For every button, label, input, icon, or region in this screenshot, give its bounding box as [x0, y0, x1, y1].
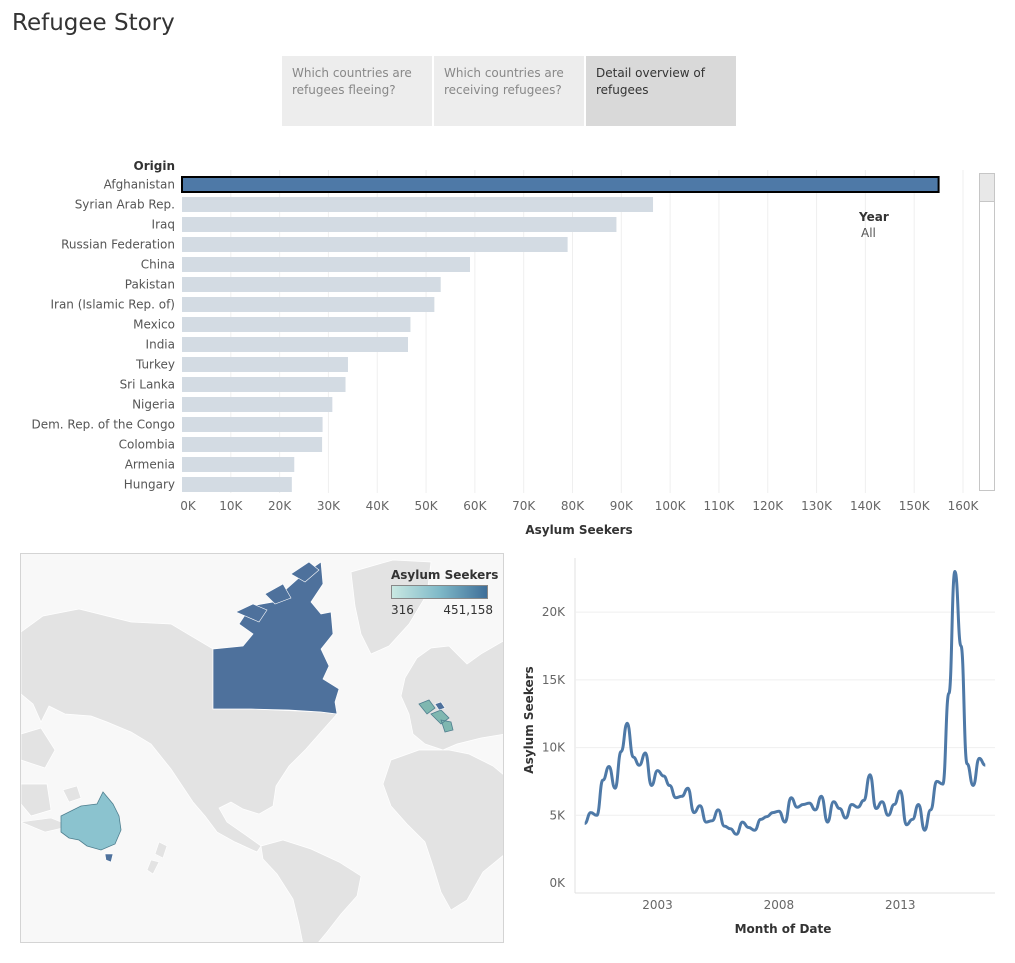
map-land-africa[interactable]: [382, 749, 504, 911]
bar-china[interactable]: [182, 257, 470, 272]
bar-category-label[interactable]: Armenia: [125, 458, 175, 472]
bar-x-tick-label: 50K: [414, 499, 438, 513]
bar-nigeria[interactable]: [182, 397, 333, 412]
bar-chart-origin: Origin Afghanistan Syrian Arab Rep. Iraq Rus…: [31, 159, 980, 537]
bar-turkey[interactable]: [182, 357, 348, 372]
bar-category-label[interactable]: Mexico: [133, 318, 175, 332]
bar-x-tick-label: 20K: [268, 499, 292, 513]
bar-mexico[interactable]: [182, 317, 411, 332]
map-land-asia[interactable]: [21, 727, 56, 817]
line-y-tick-label: 5K: [549, 808, 566, 822]
bar-category-label[interactable]: India: [146, 338, 175, 352]
bar-x-tick-label: 80K: [561, 499, 585, 513]
bar-x-tick-label: 10K: [219, 499, 243, 513]
bar-category-label[interactable]: Syrian Arab Rep.: [75, 198, 175, 212]
bar-russian-federation[interactable]: [182, 237, 568, 252]
bar-category-label[interactable]: Hungary: [124, 478, 175, 492]
story-navigation: Which countries are refugees fleeing? Wh…: [282, 56, 736, 126]
map-region-canada[interactable]: [212, 561, 340, 715]
map-legend-min: 316: [391, 603, 414, 617]
line-y-tick-label: 10K: [542, 741, 566, 755]
bar-chart-scrollbar[interactable]: [979, 173, 995, 491]
line-series-asylum-seekers[interactable]: [584, 570, 986, 836]
dashboard-title: Refugee Story: [12, 10, 175, 36]
bar-x-tick-label: 70K: [512, 499, 536, 513]
bar-colombia[interactable]: [182, 437, 323, 452]
line-x-tick-label: 2008: [764, 898, 795, 912]
story-tab-detail-overview[interactable]: Detail overview of refugees: [586, 56, 736, 126]
bar-x-tick-label: 150K: [899, 499, 931, 513]
bar-category-label[interactable]: Afghanistan: [104, 178, 175, 192]
line-x-tick-label: 2003: [642, 898, 673, 912]
bar-category-label[interactable]: China: [141, 258, 175, 272]
bar-dem-rep-of-the-congo[interactable]: [182, 417, 323, 432]
map-region-europe-selected[interactable]: [418, 699, 454, 733]
bar-iran-islamic-rep-of-[interactable]: [182, 297, 435, 312]
map-land-south-america[interactable]: [260, 839, 362, 943]
bar-x-tick-label: 30K: [317, 499, 341, 513]
bar-x-tick-label: 120K: [752, 499, 784, 513]
bar-x-tick-label: 0K: [180, 499, 197, 513]
map-land-new-zealand[interactable]: [146, 841, 168, 875]
story-tab-receiving[interactable]: Which countries are receiving refugees?: [434, 56, 584, 126]
bar-category-label[interactable]: Colombia: [119, 438, 175, 452]
map-legend: Asylum Seekers 316 451,158: [391, 568, 498, 617]
line-y-axis-title: Asylum Seekers: [522, 666, 536, 773]
line-x-axis-title: Month of Date: [735, 922, 832, 936]
bar-category-header: Origin: [134, 159, 175, 173]
line-y-tick-label: 0K: [549, 876, 566, 890]
bar-category-label[interactable]: Turkey: [135, 358, 175, 372]
line-x-tick-label: 2013: [885, 898, 916, 912]
line-y-tick-label: 20K: [542, 605, 566, 619]
year-filter-label: Year: [859, 210, 889, 224]
bar-sri-lanka[interactable]: [182, 377, 346, 392]
year-filter-value[interactable]: All: [861, 226, 876, 240]
map-legend-title: Asylum Seekers: [391, 568, 499, 582]
bar-x-tick-label: 110K: [704, 499, 736, 513]
bar-category-label[interactable]: Pakistan: [125, 278, 175, 292]
bar-category-label[interactable]: Dem. Rep. of the Congo: [31, 418, 175, 432]
bar-x-tick-label: 40K: [366, 499, 390, 513]
map-region-tasmania[interactable]: [104, 853, 114, 863]
map-land-greenland[interactable]: [350, 559, 432, 655]
line-y-tick-label: 15K: [542, 673, 566, 687]
map-land-europe[interactable]: [400, 640, 504, 751]
bar-hungary[interactable]: [182, 477, 292, 492]
bar-syrian-arab-rep-[interactable]: [182, 197, 654, 212]
scrollbar-thumb[interactable]: [980, 174, 994, 202]
bar-category-label[interactable]: Iran (Islamic Rep. of): [50, 298, 175, 312]
bar-afghanistan[interactable]: [181, 176, 940, 193]
map-region-europe-dark[interactable]: [434, 701, 446, 711]
bar-x-tick-label: 160K: [948, 499, 980, 513]
bar-category-label[interactable]: Russian Federation: [61, 238, 175, 252]
bar-x-axis-title: Asylum Seekers: [525, 523, 632, 537]
bar-india[interactable]: [182, 337, 409, 352]
bar-armenia[interactable]: [182, 457, 295, 472]
map-region-canada-islands[interactable]: [235, 561, 320, 623]
bar-category-label[interactable]: Sri Lanka: [120, 378, 175, 392]
bar-x-tick-label: 100K: [655, 499, 687, 513]
bar-pakistan[interactable]: [182, 277, 441, 292]
bar-iraq[interactable]: [182, 217, 617, 232]
bar-x-tick-label: 60K: [463, 499, 487, 513]
bar-x-tick-label: 140K: [850, 499, 882, 513]
bar-category-label[interactable]: Iraq: [152, 218, 175, 232]
world-map-canvas: [21, 559, 504, 943]
map-legend-max: 451,158: [443, 603, 493, 617]
bar-x-tick-label: 90K: [610, 499, 634, 513]
map-region-australia[interactable]: [60, 791, 122, 851]
bar-x-tick-label: 130K: [801, 499, 833, 513]
year-filter[interactable]: Year All: [859, 210, 889, 240]
map-legend-gradient: [391, 585, 488, 599]
bar-category-label[interactable]: Nigeria: [132, 398, 175, 412]
story-tab-fleeing[interactable]: Which countries are refugees fleeing?: [282, 56, 432, 126]
world-map[interactable]: [20, 553, 504, 943]
